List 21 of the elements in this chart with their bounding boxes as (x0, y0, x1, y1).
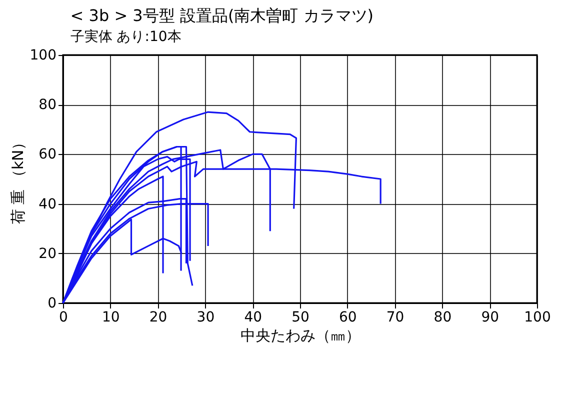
x-tick-label: 60 (338, 310, 357, 326)
x-tick-label: 50 (292, 310, 310, 326)
chart-title: < 3b > 3号型 設置品(南木曽町 カラマツ) (70, 6, 374, 25)
x-tick-label: 100 (524, 310, 551, 326)
y-tick-label: 80 (38, 97, 56, 114)
y-axis-title: 荷 重 （kN） (8, 134, 27, 224)
y-tick-label: 0 (48, 296, 56, 312)
y-tick-label: 100 (30, 48, 56, 64)
y-tick-label: 60 (38, 146, 56, 163)
y-tick-label: 40 (38, 196, 56, 212)
x-tick-label: 0 (59, 310, 68, 326)
y-tick-label: 20 (38, 246, 56, 262)
x-tick-label: 30 (196, 310, 215, 326)
x-tick-label: 20 (149, 310, 168, 326)
chart-subtitle: 子実体 あり:10本 (70, 29, 182, 45)
x-tick-label: 80 (434, 310, 452, 326)
x-tick-label: 90 (481, 310, 500, 326)
x-tick-label: 70 (386, 310, 404, 326)
x-tick-label: 10 (102, 310, 120, 326)
x-axis-title: 中央たわみ（㎜） (240, 326, 360, 344)
x-tick-label: 40 (244, 310, 262, 326)
